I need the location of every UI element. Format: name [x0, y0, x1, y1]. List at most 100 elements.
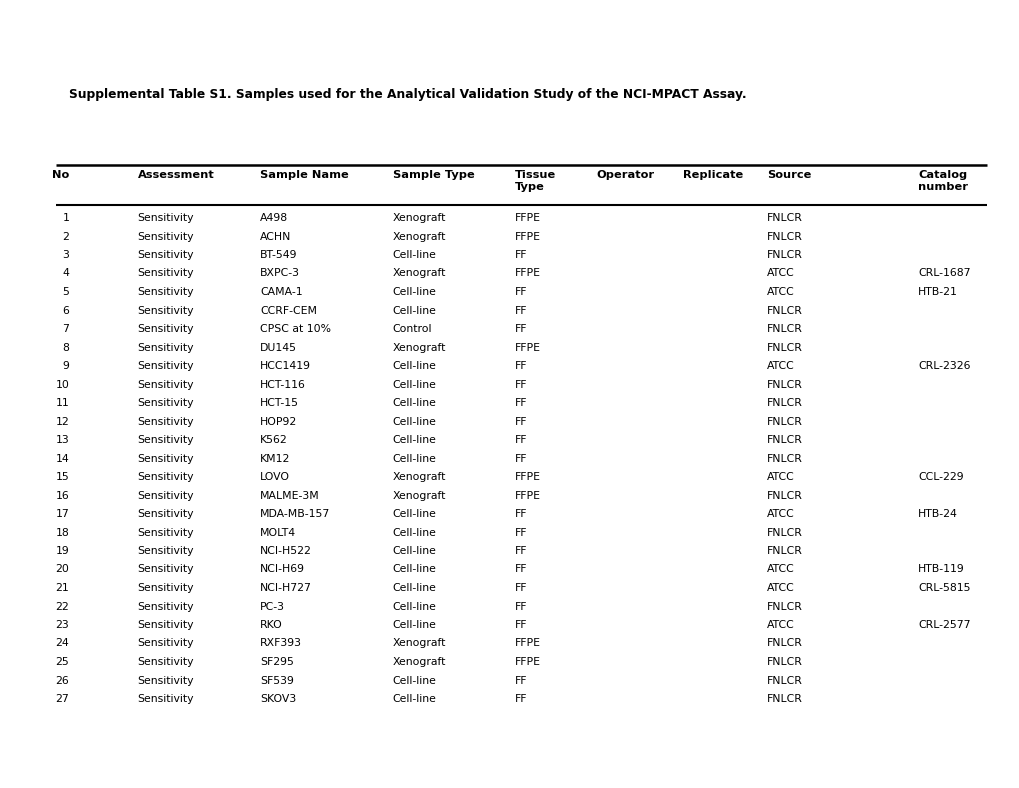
Text: LOVO: LOVO: [260, 472, 289, 482]
Text: FNLCR: FNLCR: [766, 657, 802, 667]
Text: FNLCR: FNLCR: [766, 675, 802, 686]
Text: 17: 17: [56, 509, 69, 519]
Text: KM12: KM12: [260, 454, 290, 463]
Text: Cell-line: Cell-line: [392, 454, 436, 463]
Text: 26: 26: [56, 675, 69, 686]
Text: FNLCR: FNLCR: [766, 601, 802, 611]
Text: FF: FF: [515, 601, 527, 611]
Text: Cell-line: Cell-line: [392, 564, 436, 574]
Text: 24: 24: [56, 638, 69, 649]
Text: HTB-21: HTB-21: [917, 287, 957, 297]
Text: FNLCR: FNLCR: [766, 435, 802, 445]
Text: CRL-2326: CRL-2326: [917, 361, 969, 371]
Text: CCRF-CEM: CCRF-CEM: [260, 306, 317, 315]
Text: Cell-line: Cell-line: [392, 527, 436, 537]
Text: Sensitivity: Sensitivity: [138, 398, 194, 408]
Text: ATCC: ATCC: [766, 361, 794, 371]
Text: 1: 1: [62, 213, 69, 223]
Text: ATCC: ATCC: [766, 269, 794, 278]
Text: NCI-H727: NCI-H727: [260, 583, 312, 593]
Text: Cell-line: Cell-line: [392, 694, 436, 704]
Text: Cell-line: Cell-line: [392, 287, 436, 297]
Text: RXF393: RXF393: [260, 638, 302, 649]
Text: 10: 10: [55, 380, 69, 389]
Text: Sensitivity: Sensitivity: [138, 564, 194, 574]
Text: Source: Source: [766, 170, 811, 180]
Text: FNLCR: FNLCR: [766, 398, 802, 408]
Text: FF: FF: [515, 620, 527, 630]
Text: 6: 6: [62, 306, 69, 315]
Text: FNLCR: FNLCR: [766, 380, 802, 389]
Text: Sensitivity: Sensitivity: [138, 583, 194, 593]
Text: Sensitivity: Sensitivity: [138, 694, 194, 704]
Text: FFPE: FFPE: [515, 657, 540, 667]
Text: FNLCR: FNLCR: [766, 638, 802, 649]
Text: 14: 14: [56, 454, 69, 463]
Text: FF: FF: [515, 509, 527, 519]
Text: FNLCR: FNLCR: [766, 250, 802, 260]
Text: Sensitivity: Sensitivity: [138, 620, 194, 630]
Text: Cell-line: Cell-line: [392, 380, 436, 389]
Text: Sensitivity: Sensitivity: [138, 527, 194, 537]
Text: 20: 20: [55, 564, 69, 574]
Text: ATCC: ATCC: [766, 620, 794, 630]
Text: Sensitivity: Sensitivity: [138, 509, 194, 519]
Text: Assessment: Assessment: [138, 170, 214, 180]
Text: BXPC-3: BXPC-3: [260, 269, 300, 278]
Text: FF: FF: [515, 306, 527, 315]
Text: Xenograft: Xenograft: [392, 657, 445, 667]
Text: 18: 18: [56, 527, 69, 537]
Text: Xenograft: Xenograft: [392, 343, 445, 352]
Text: ATCC: ATCC: [766, 472, 794, 482]
Text: CRL-2577: CRL-2577: [917, 620, 969, 630]
Text: CAMA-1: CAMA-1: [260, 287, 303, 297]
Text: A498: A498: [260, 213, 288, 223]
Text: Xenograft: Xenograft: [392, 472, 445, 482]
Text: FNLCR: FNLCR: [766, 490, 802, 500]
Text: Xenograft: Xenograft: [392, 269, 445, 278]
Text: Sample Type: Sample Type: [392, 170, 474, 180]
Text: Sensitivity: Sensitivity: [138, 638, 194, 649]
Text: SF539: SF539: [260, 675, 293, 686]
Text: FF: FF: [515, 435, 527, 445]
Text: Cell-line: Cell-line: [392, 509, 436, 519]
Text: 22: 22: [56, 601, 69, 611]
Text: FNLCR: FNLCR: [766, 232, 802, 241]
Text: FF: FF: [515, 675, 527, 686]
Text: PC-3: PC-3: [260, 601, 285, 611]
Text: Xenograft: Xenograft: [392, 232, 445, 241]
Text: DU145: DU145: [260, 343, 297, 352]
Text: K562: K562: [260, 435, 287, 445]
Text: Sensitivity: Sensitivity: [138, 472, 194, 482]
Text: 11: 11: [56, 398, 69, 408]
Text: Cell-line: Cell-line: [392, 601, 436, 611]
Text: Cell-line: Cell-line: [392, 435, 436, 445]
Text: Operator: Operator: [596, 170, 654, 180]
Text: MOLT4: MOLT4: [260, 527, 296, 537]
Text: 9: 9: [62, 361, 69, 371]
Text: FFPE: FFPE: [515, 269, 540, 278]
Text: Cell-line: Cell-line: [392, 417, 436, 426]
Text: Sensitivity: Sensitivity: [138, 324, 194, 334]
Text: SF295: SF295: [260, 657, 293, 667]
Text: FF: FF: [515, 287, 527, 297]
Text: SKOV3: SKOV3: [260, 694, 297, 704]
Text: Sensitivity: Sensitivity: [138, 435, 194, 445]
Text: FNLCR: FNLCR: [766, 343, 802, 352]
Text: FFPE: FFPE: [515, 490, 540, 500]
Text: Xenograft: Xenograft: [392, 213, 445, 223]
Text: FF: FF: [515, 417, 527, 426]
Text: FNLCR: FNLCR: [766, 306, 802, 315]
Text: FFPE: FFPE: [515, 213, 540, 223]
Text: 27: 27: [56, 694, 69, 704]
Text: RKO: RKO: [260, 620, 282, 630]
Text: HCC1419: HCC1419: [260, 361, 311, 371]
Text: 7: 7: [62, 324, 69, 334]
Text: ATCC: ATCC: [766, 564, 794, 574]
Text: 23: 23: [56, 620, 69, 630]
Text: Sensitivity: Sensitivity: [138, 546, 194, 556]
Text: ATCC: ATCC: [766, 287, 794, 297]
Text: CRL-1687: CRL-1687: [917, 269, 969, 278]
Text: 12: 12: [56, 417, 69, 426]
Text: FNLCR: FNLCR: [766, 527, 802, 537]
